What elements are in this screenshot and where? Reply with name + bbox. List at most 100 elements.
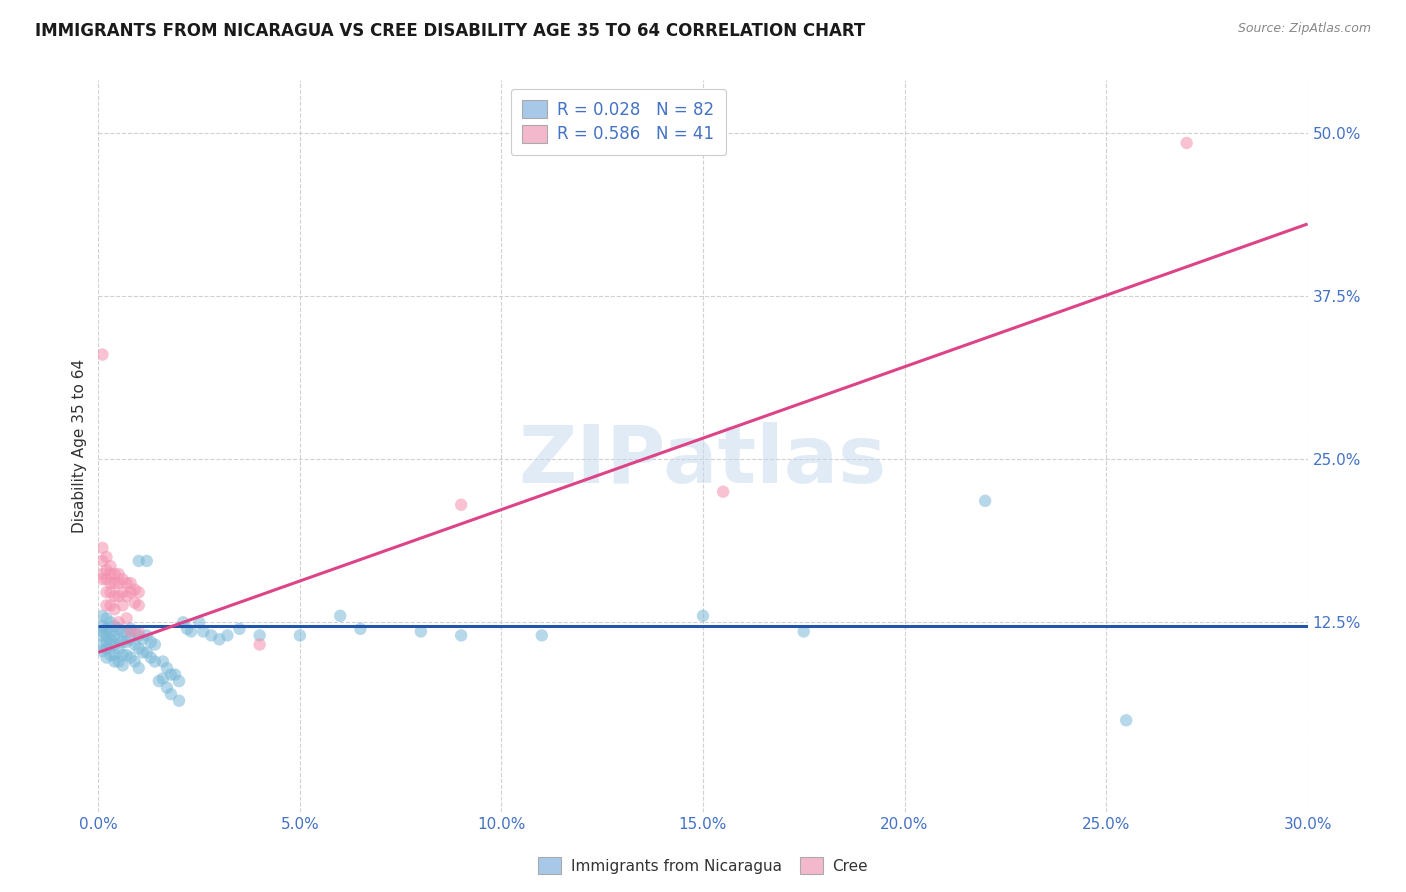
Point [107,615,129,630]
Point [180,624,202,639]
Point [249,638,271,652]
Point [974,494,997,508]
Point [100,559,122,574]
Point [111,658,134,673]
Point [148,674,170,689]
Point [160,667,183,681]
Point [111,635,134,649]
Point [135,554,157,568]
Point [143,655,166,669]
Point [96,628,118,642]
Point [100,615,122,630]
Text: ZIPatlas: ZIPatlas [519,422,887,500]
Point [152,672,174,686]
Point [120,632,142,647]
Point [143,638,166,652]
Point [1115,714,1137,728]
Point [107,655,129,669]
Point [107,622,129,636]
Point [409,624,432,639]
Y-axis label: Disability Age 35 to 64: Disability Age 35 to 64 [72,359,87,533]
Point [96,641,118,656]
Point [156,681,179,695]
Point [188,615,211,630]
Point [100,567,122,582]
Point [120,585,142,599]
Point [96,599,118,613]
Point [124,655,146,669]
Point [349,622,371,636]
Point [91,554,114,568]
Point [91,619,114,633]
Point [128,641,150,656]
Point [132,632,155,647]
Point [176,622,198,636]
Point [100,648,122,662]
Point [103,628,125,642]
Point [107,632,129,647]
Text: Source: ZipAtlas.com: Source: ZipAtlas.com [1237,22,1371,36]
Point [115,576,138,591]
Point [120,576,142,591]
Point [107,589,129,603]
Point [103,602,125,616]
Point [91,572,114,586]
Point [91,644,114,658]
Point [100,585,122,599]
Point [100,632,122,647]
Point [124,638,146,652]
Point [103,619,125,633]
Point [111,572,134,586]
Point [288,628,311,642]
Point [120,624,142,639]
Point [100,624,122,639]
Point [96,635,118,649]
Point [120,650,142,665]
Text: IMMIGRANTS FROM NICARAGUA VS CREE DISABILITY AGE 35 TO 64 CORRELATION CHART: IMMIGRANTS FROM NICARAGUA VS CREE DISABI… [35,22,866,40]
Point [160,687,183,701]
Point [329,608,352,623]
Point [135,628,157,642]
Point [91,624,114,639]
Legend: R = 0.028   N = 82, R = 0.586   N = 41: R = 0.028 N = 82, R = 0.586 N = 41 [510,88,725,155]
Point [115,624,138,639]
Point [107,641,129,656]
Point [103,655,125,669]
Point [135,645,157,659]
Point [128,624,150,639]
Point [115,611,138,625]
Point [450,498,472,512]
Point [100,576,122,591]
Point [128,585,150,599]
Point [172,615,194,630]
Point [249,628,271,642]
Point [111,648,134,662]
Point [107,567,129,582]
Point [96,585,118,599]
Point [96,572,118,586]
Point [107,576,129,591]
Point [167,674,190,689]
Point [91,628,114,642]
Point [139,650,162,665]
Point [450,628,472,642]
Point [711,484,734,499]
Point [124,596,146,610]
Point [128,599,150,613]
Point [103,567,125,582]
Point [111,624,134,639]
Point [193,624,215,639]
Point [200,628,222,642]
Point [91,638,114,652]
Legend: Immigrants from Nicaragua, Cree: Immigrants from Nicaragua, Cree [533,851,873,880]
Point [100,599,122,613]
Point [96,622,118,636]
Point [124,582,146,597]
Point [1175,136,1198,150]
Point [132,645,155,659]
Point [128,554,150,568]
Point [793,624,815,639]
Point [228,622,250,636]
Point [103,638,125,652]
Point [128,628,150,642]
